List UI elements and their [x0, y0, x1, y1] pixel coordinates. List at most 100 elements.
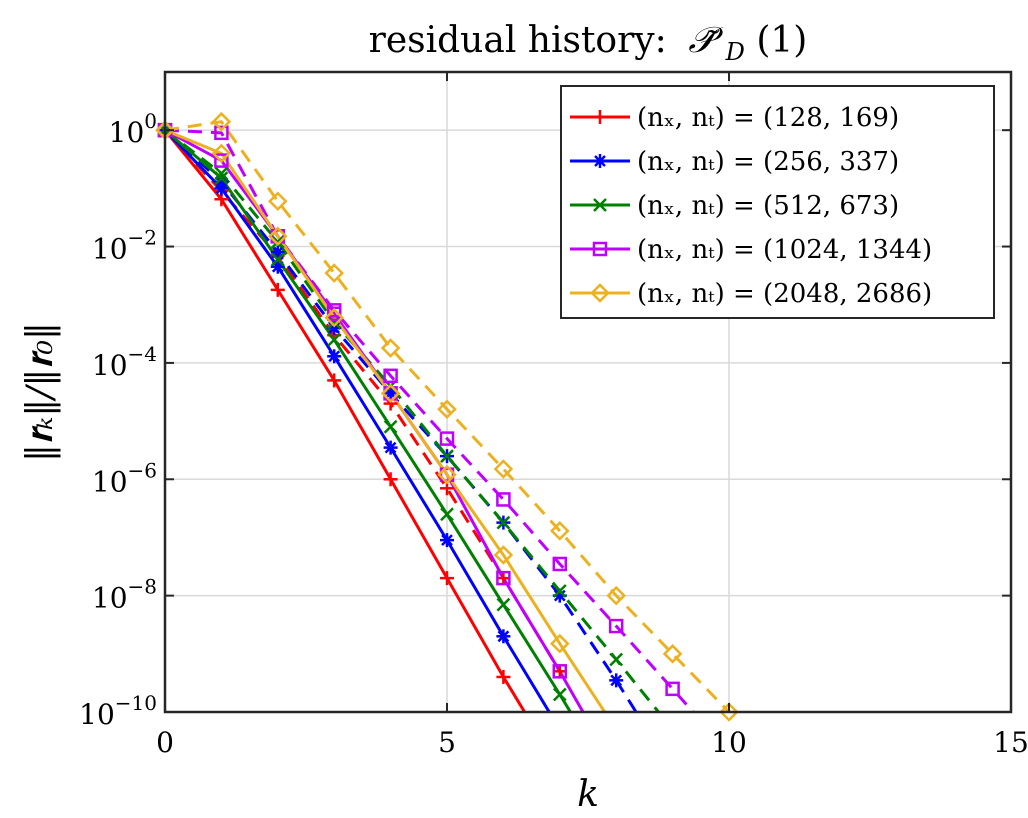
y-tick-label: 10−4	[92, 342, 157, 382]
data-point-dashed	[552, 664, 567, 679]
data-point-solid	[383, 440, 398, 455]
title-arg: (1)	[756, 20, 807, 61]
x-axis-label: k	[577, 774, 599, 815]
y-tick-labels: 100 10−2 10−4 10−6 10−8 10−10	[79, 109, 1011, 731]
legend-entry: (nₓ, nₜ) = (256, 337)	[570, 147, 899, 177]
data-point-dashed	[214, 125, 229, 141]
legend-marker	[590, 283, 610, 303]
chart-title: residual history: 𝒫̃ D (1)	[369, 20, 808, 69]
data-point-solid	[440, 507, 454, 522]
series-line-dashed-2	[165, 128, 661, 712]
legend-label: (nₓ, nₜ) = (128, 169)	[637, 103, 899, 133]
data-point-solid	[496, 669, 511, 684]
legend-label: (nₓ, nₜ) = (256, 337)	[637, 147, 899, 177]
y-tick-label: 10−10	[79, 691, 157, 731]
data-point-dashed	[552, 588, 567, 603]
data-point-solid	[270, 282, 285, 297]
data-point-solid	[552, 664, 568, 679]
data-point-dashed	[552, 556, 568, 572]
x-tick-label: 0	[156, 726, 174, 759]
data-point-solid	[326, 306, 342, 321]
data-point-solid	[270, 229, 286, 244]
y-axis-label: ‖𝐫ₖ‖/‖𝐫₀‖	[20, 322, 61, 462]
data-point-dashed	[665, 681, 680, 697]
data-point-dashed	[662, 644, 683, 664]
legend-entry: (nₓ, nₜ) = (128, 169)	[570, 103, 899, 133]
data-point-solid	[324, 307, 344, 328]
data-point-dashed	[437, 399, 457, 419]
data-point-solid	[211, 143, 232, 164]
legend-marker	[593, 198, 607, 212]
legend-entry: (nₓ, nₜ) = (512, 673)	[570, 191, 899, 221]
data-point-solid	[440, 571, 454, 586]
data-point-solid	[493, 545, 514, 565]
data-point-dashed	[268, 191, 288, 212]
data-point-dashed	[270, 245, 285, 260]
data-point-solid	[496, 570, 511, 586]
data-point-dashed	[609, 673, 624, 688]
data-point-solid	[380, 383, 401, 404]
series-line-dashed-4	[165, 120, 731, 712]
data-point-dashed	[552, 584, 567, 598]
data-point-dashed	[383, 368, 398, 384]
x-tick-label: 15	[993, 726, 1028, 759]
data-point-dashed	[606, 585, 626, 606]
data-point-solid	[327, 373, 342, 388]
data-point-dashed	[608, 618, 624, 634]
x-tick-label: 10	[711, 726, 747, 759]
data-point-solid	[214, 171, 229, 186]
data-point-dashed	[380, 338, 401, 358]
data-point-solid	[439, 467, 455, 482]
data-point-solid	[496, 597, 511, 612]
legend-marker	[593, 110, 607, 124]
y-tick-label: 10−8	[92, 575, 157, 615]
y-tick-label: 10−6	[92, 458, 157, 498]
data-point-solid	[270, 252, 285, 267]
data-point-solid	[437, 464, 457, 485]
data-point-solid	[327, 332, 342, 347]
title-text: residual history:	[369, 20, 667, 61]
data-point-dashed	[214, 166, 229, 181]
y-tick-label: 10−2	[92, 226, 157, 266]
data-point-dashed	[211, 111, 232, 132]
legend-label: (nₓ, nₜ) = (2048, 2686)	[637, 279, 932, 309]
legend-marker	[592, 241, 608, 257]
data-point-solid	[383, 386, 398, 401]
data-point-solid	[270, 259, 285, 274]
data-point-dashed	[550, 521, 570, 541]
data-point-solid	[383, 472, 398, 487]
x-tick-labels: 0 5 10 15	[156, 72, 1028, 759]
data-point-solid	[214, 153, 229, 168]
legend-label: (nₓ, nₜ) = (512, 673)	[637, 191, 899, 221]
data-point-solid	[440, 533, 454, 548]
data-point-dashed	[719, 702, 739, 722]
series-line-solid-1	[165, 129, 551, 712]
series-line-dashed-3	[165, 128, 696, 712]
legend-marker	[593, 154, 607, 168]
data-point-dashed	[327, 315, 342, 330]
data-point-solid	[383, 419, 398, 434]
y-tick-label: 100	[109, 109, 157, 149]
data-point-dashed	[496, 492, 511, 507]
data-point-solid	[268, 226, 288, 247]
data-point-dashed	[440, 449, 454, 464]
data-point-solid	[496, 629, 511, 644]
data-point-dashed	[439, 431, 455, 446]
series-line-solid-0	[165, 129, 527, 712]
plot-frame	[163, 70, 1013, 714]
data-point-dashed	[609, 652, 624, 667]
data-point-dashed	[496, 515, 511, 530]
data-point-solid	[550, 633, 570, 654]
data-point-dashed	[493, 459, 514, 479]
series-layer	[165, 120, 731, 712]
data-point-dashed	[496, 571, 511, 586]
legend-entry: (nₓ, nₜ) = (2048, 2686)	[570, 279, 932, 309]
legend-entry: (nₓ, nₜ) = (1024, 1344)	[570, 235, 932, 265]
data-point-solid	[327, 349, 342, 364]
title-sub: D	[725, 38, 745, 66]
legend-label: (nₓ, nₜ) = (1024, 1344)	[637, 235, 932, 265]
data-point-dashed	[324, 263, 344, 283]
data-point-solid	[552, 687, 567, 702]
title-math: 𝒫̃	[688, 20, 724, 61]
